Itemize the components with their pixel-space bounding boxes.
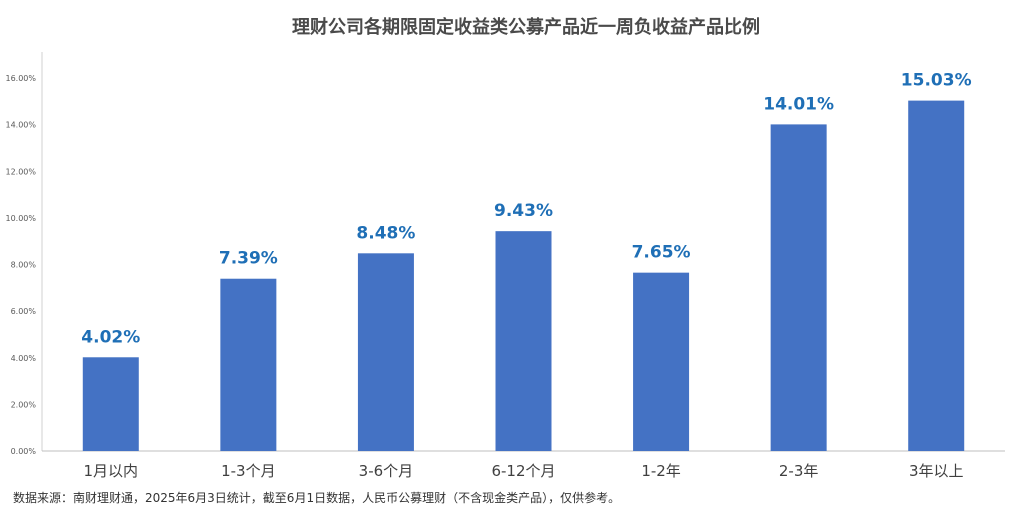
bar — [633, 272, 690, 451]
data-label: 7.65% — [632, 243, 691, 263]
bars — [82, 100, 965, 451]
y-tick-label: 6.00% — [11, 307, 37, 316]
x-tick-label: 1-2年 — [641, 462, 681, 480]
x-tick-label: 3年以上 — [909, 462, 964, 480]
data-label: 7.39% — [219, 249, 278, 269]
bar — [357, 253, 414, 451]
x-tick-label: 2-3年 — [779, 462, 819, 480]
bar — [495, 231, 552, 451]
y-tick-label: 12.00% — [5, 167, 36, 176]
data-label: 15.03% — [901, 71, 972, 91]
y-tick-label: 14.00% — [5, 121, 36, 130]
bar — [770, 124, 827, 451]
y-tick-label: 0.00% — [11, 447, 37, 456]
bar — [82, 357, 139, 451]
data-label: 4.02% — [81, 327, 140, 347]
y-tick-labels: 0.00% 2.00% 4.00% 6.00% 8.00% 10.00% 12.00% 14.… — [5, 74, 36, 456]
y-tick-label: 4.00% — [11, 354, 37, 363]
x-tick-label: 3-6个月 — [359, 462, 414, 480]
data-label: 9.43% — [494, 201, 553, 221]
source-note: 数据来源：南财理财通，2025年6月3日统计，截至6月1日数据，人民币公募理财（… — [13, 491, 621, 505]
chart-title: 理财公司各期限固定收益类公募产品近一周负收益产品比例 — [292, 16, 760, 38]
data-label: 14.01% — [763, 94, 834, 114]
x-tick-label: 1月以内 — [84, 462, 139, 480]
y-tick-label: 2.00% — [11, 400, 37, 409]
x-tick-label: 6-12个月 — [491, 462, 555, 480]
bar — [908, 100, 965, 451]
y-tick-label: 16.00% — [5, 74, 36, 83]
y-tick-label: 8.00% — [11, 261, 37, 270]
data-labels: 4.02% 7.39% 8.48% 9.43% 7.65% 14.01% 15.03% — [81, 71, 971, 348]
y-tick-label: 10.00% — [5, 214, 36, 223]
x-tick-label: 1-3个月 — [221, 462, 276, 480]
bar — [220, 278, 277, 451]
x-tick-labels: 1月以内 1-3个月 3-6个月 6-12个月 1-2年 2-3年 3年以上 — [84, 462, 964, 480]
data-label: 8.48% — [356, 223, 415, 243]
